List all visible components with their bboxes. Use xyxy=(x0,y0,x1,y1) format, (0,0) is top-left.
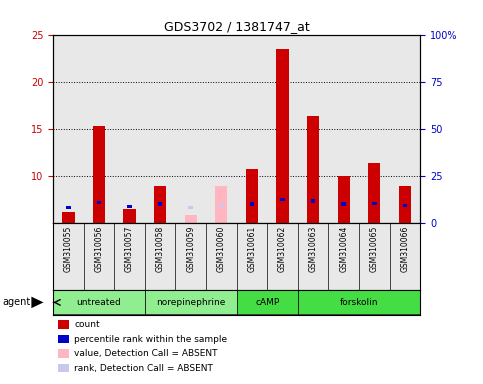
Bar xyxy=(124,209,136,223)
Bar xyxy=(93,126,105,223)
Text: GSM310065: GSM310065 xyxy=(370,226,379,273)
Text: value, Detection Call = ABSENT: value, Detection Call = ABSENT xyxy=(74,349,218,358)
Text: rank, Detection Call = ABSENT: rank, Detection Call = ABSENT xyxy=(74,364,213,373)
Text: percentile rank within the sample: percentile rank within the sample xyxy=(74,334,227,344)
Bar xyxy=(276,49,289,223)
Bar xyxy=(128,205,132,208)
Text: GSM310059: GSM310059 xyxy=(186,226,195,273)
Bar xyxy=(311,199,315,202)
Text: GSM310064: GSM310064 xyxy=(339,226,348,273)
Text: GSM310056: GSM310056 xyxy=(95,226,103,273)
Bar xyxy=(158,202,162,206)
Bar xyxy=(62,212,74,223)
Text: GSM310062: GSM310062 xyxy=(278,226,287,272)
Bar xyxy=(53,290,145,314)
Bar xyxy=(246,169,258,223)
Text: count: count xyxy=(74,320,100,329)
Bar xyxy=(250,202,254,206)
Bar xyxy=(298,290,420,314)
Text: GSM310058: GSM310058 xyxy=(156,226,165,272)
Text: norepinephrine: norepinephrine xyxy=(156,298,226,307)
Bar xyxy=(145,290,237,314)
Text: GSM310061: GSM310061 xyxy=(247,226,256,272)
Bar xyxy=(399,186,411,223)
Text: forskolin: forskolin xyxy=(340,298,378,307)
Bar xyxy=(372,202,377,205)
Text: agent: agent xyxy=(2,297,30,308)
Text: GSM310066: GSM310066 xyxy=(400,226,410,273)
Bar xyxy=(280,198,285,202)
Bar xyxy=(307,116,319,223)
Text: GSM310055: GSM310055 xyxy=(64,226,73,273)
Text: GSM310060: GSM310060 xyxy=(217,226,226,273)
Bar xyxy=(403,204,407,207)
Text: GSM310063: GSM310063 xyxy=(309,226,318,273)
Bar xyxy=(368,164,381,223)
Text: cAMP: cAMP xyxy=(255,298,279,307)
Bar xyxy=(219,204,224,207)
Bar xyxy=(237,290,298,314)
Text: GSM310057: GSM310057 xyxy=(125,226,134,273)
Bar xyxy=(188,206,193,209)
Bar xyxy=(154,186,166,223)
Title: GDS3702 / 1381747_at: GDS3702 / 1381747_at xyxy=(164,20,310,33)
Bar xyxy=(66,206,71,209)
Text: untreated: untreated xyxy=(77,298,121,307)
Bar xyxy=(338,176,350,223)
Bar xyxy=(97,201,101,204)
Bar xyxy=(215,186,227,223)
Bar xyxy=(341,202,346,206)
Bar xyxy=(185,215,197,223)
